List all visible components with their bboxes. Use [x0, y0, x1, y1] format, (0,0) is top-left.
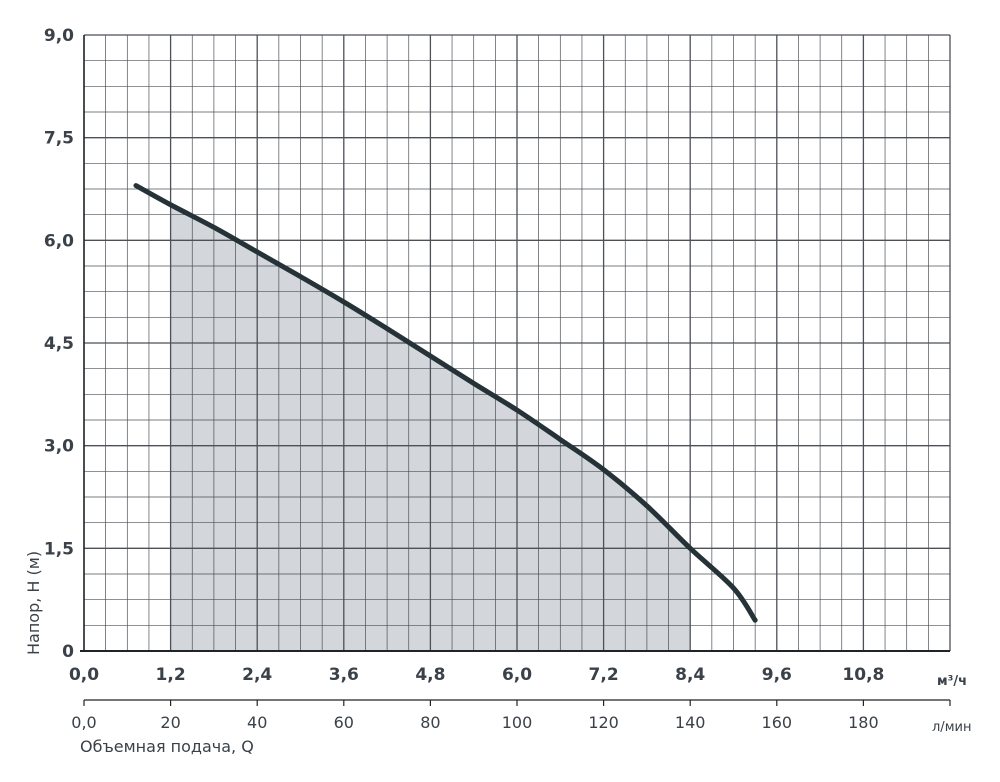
x-tick-label-secondary: 80: [420, 713, 440, 732]
y-tick-labels: 0 1,5 3,0 4,5 6,0 7,5 9,0: [44, 26, 74, 662]
axes: [80, 35, 951, 706]
x-tick-label-primary: 2,4: [242, 665, 272, 685]
y-tick-label: 4,5: [44, 334, 74, 354]
y-tick-label: 9,0: [44, 26, 74, 46]
x-tick-label-secondary: 140: [675, 713, 706, 732]
x-tick-label-secondary: 100: [502, 713, 533, 732]
grid: [83, 34, 951, 652]
curve-layer: [133, 183, 758, 623]
y-axis-title: Напор, H (м): [24, 551, 43, 655]
x-tick-label-secondary: 180: [848, 713, 879, 732]
x-tick-label-secondary: 120: [588, 713, 619, 732]
x-tick-label-secondary: 160: [762, 713, 793, 732]
x-tick-label-secondary: 0,0: [71, 713, 96, 732]
x-tick-label-primary: 6,0: [502, 665, 532, 685]
x-tick-label-primary: 7,2: [589, 665, 619, 685]
x-tick-label-secondary: 20: [160, 713, 180, 732]
x-tick-label-primary: 9,6: [762, 665, 792, 685]
x-tick-label-primary: 4,8: [415, 665, 445, 685]
performance-curve: [133, 183, 758, 623]
x-tick-label-primary: 0,0: [69, 665, 99, 685]
x-tick-labels-secondary: 0,0 20 40 60 80 100 120 140 160 180: [71, 713, 878, 732]
x-tick-label-primary: 8,4: [675, 665, 705, 685]
x-tick-label-primary: 10,8: [842, 665, 884, 685]
y-tick-label: 1,5: [44, 539, 74, 559]
x-unit-secondary: л/мин: [932, 720, 971, 735]
y-tick-label: 6,0: [44, 231, 74, 251]
x-tick-labels-primary: 0,0 1,2 2,4 3,6 4,8 6,0 7,2 8,4 9,6 10,8: [69, 665, 884, 685]
x-tick-label-primary: 3,6: [329, 665, 359, 685]
x-tick-label-secondary: 60: [334, 713, 354, 732]
x-axis-title: Объемная подача, Q: [80, 737, 254, 756]
y-tick-label: 0: [62, 642, 74, 662]
x-tick-label-secondary: 40: [247, 713, 267, 732]
x-tick-label-primary: 1,2: [156, 665, 186, 685]
y-tick-label: 3,0: [44, 437, 74, 457]
y-tick-label: 7,5: [44, 129, 74, 149]
x-unit-primary: м³/ч: [937, 674, 967, 689]
